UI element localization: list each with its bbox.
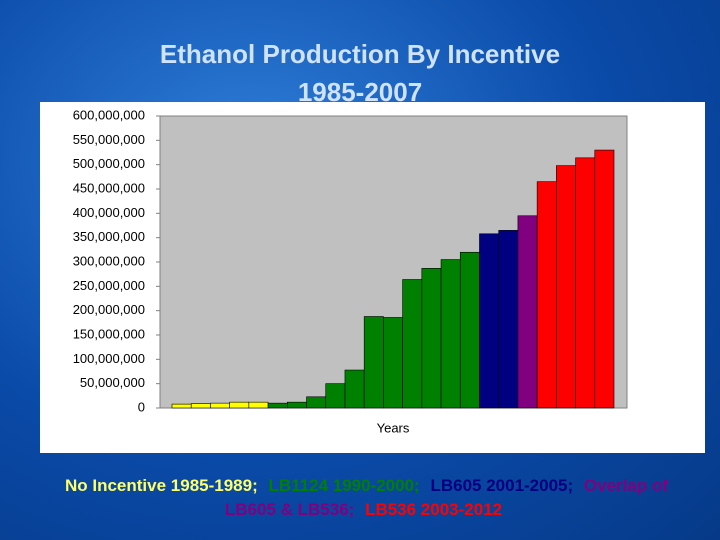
bar — [344, 369, 365, 409]
y-tick-label: 500,000,000 — [73, 156, 145, 171]
bar — [383, 317, 403, 409]
caption-segment: LB1124 1990-2000; — [268, 476, 420, 495]
bar — [363, 316, 384, 409]
bar — [594, 149, 615, 409]
y-tick-label: 350,000,000 — [73, 229, 145, 244]
bar — [171, 403, 192, 409]
bar — [498, 230, 519, 409]
y-tick-label: 600,000,000 — [73, 107, 145, 122]
bar — [287, 401, 307, 409]
y-tick-label: 550,000,000 — [73, 132, 145, 147]
y-tick-label: 100,000,000 — [73, 351, 145, 366]
bar — [306, 396, 327, 409]
bar — [190, 403, 211, 409]
x-axis-label: Years — [377, 420, 410, 435]
caption-segment: Overlap of LB605 & LB536; — [224, 476, 668, 519]
bar — [210, 402, 230, 409]
bar — [229, 401, 250, 409]
y-tick-label: 300,000,000 — [73, 253, 145, 268]
chart-title: Ethanol Production By Incentive — [160, 39, 560, 69]
y-tick-label: 50,000,000 — [80, 375, 145, 390]
bar — [248, 401, 269, 409]
bar — [479, 233, 499, 409]
bar — [267, 402, 288, 409]
bar — [459, 251, 480, 409]
caption-segment: No Incentive 1985-1989; — [64, 476, 258, 495]
bar — [536, 181, 557, 409]
chart-subtitle: 1985-2007 — [298, 77, 422, 107]
y-tick-label: 250,000,000 — [73, 278, 145, 293]
bar — [402, 279, 423, 409]
bar — [575, 157, 596, 409]
bar — [421, 268, 442, 409]
y-tick-label: 0 — [138, 399, 145, 414]
bar — [556, 165, 576, 409]
y-tick-label: 150,000,000 — [73, 326, 145, 341]
bar — [517, 215, 538, 409]
caption-segment: LB605 2001-2005; — [430, 476, 574, 495]
y-tick-label: 200,000,000 — [73, 302, 145, 317]
y-tick-label: 450,000,000 — [73, 180, 145, 195]
caption: No Incentive 1985-1989; LB1124 1990-2000… — [60, 474, 670, 522]
bar — [325, 383, 346, 409]
bar — [440, 259, 461, 409]
caption-segment: LB536 2003-2012 — [365, 500, 503, 519]
y-tick-label: 400,000,000 — [73, 205, 145, 220]
